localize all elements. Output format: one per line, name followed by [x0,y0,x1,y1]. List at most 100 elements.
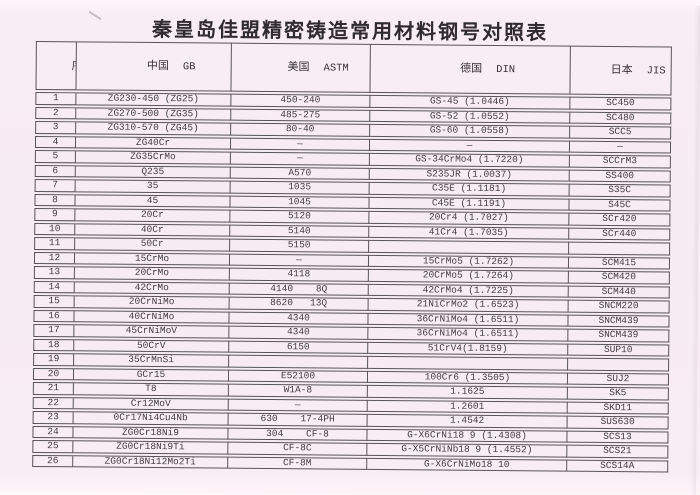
cell-china-gb: ZG0Cr18Ni9Ti [73,440,229,455]
cell-germany-din: GS-52 (1.0552) [370,109,571,124]
cell-japan-jis: SCC5 [570,125,672,140]
cell-seq: 12 [33,251,76,265]
cell-japan-jis: SCM420 [568,270,670,285]
cell-usa-astm: E52100 [228,369,369,383]
cell-china-gb: 50Cr [75,237,231,252]
cell-china-gb: 20Cr [75,208,231,223]
cell-china-gb: 45 [75,193,231,208]
cell-germany-din: 100Cr6 (1.3505) [367,370,569,385]
cell-germany-din: 21NiCrMo2 (1.6523) [368,297,569,313]
cell-china-gb: 20CrNiMo [74,295,230,310]
cell-usa-astm: A570 [230,166,370,180]
cell-japan-jis: SCM440 [568,285,670,299]
cell-germany-din: C45E (1.1191) [369,196,570,211]
cell-japan-jis: S45C [569,198,671,212]
cell-germany-din: G-X6CrNiMo18 10 [367,457,568,472]
cell-seq: 19 [33,352,75,366]
cell-germany-din: GS-34CrMo4 (1.7220) [369,152,570,168]
cell-seq: 8 [34,193,76,207]
cell-japan-jis: S35C [569,183,671,198]
table-body: 1 ZG230-450 (ZG25) 450-240 GS-45 (1.0446) SC… [32,91,672,473]
header-label: 中国 [146,58,169,73]
cell-japan-jis [569,241,671,256]
cell-usa-astm: 80-40 [231,122,371,137]
cell-china-gb: Cr12MoV [73,396,229,411]
cell-japan-jis: SCS14A [567,459,669,473]
cell-germany-din [369,239,570,255]
cell-usa-astm: 1035 [230,180,370,195]
cell-usa-astm: 4340 [229,325,369,340]
cell-china-gb: ZG0Cr18Ni12Mo2Ti [73,454,229,469]
cell-germany-din: 1.4542 [367,413,568,429]
cell-japan-jis: SS400 [569,169,671,183]
cell-seq: 10 [34,222,76,236]
scan-edge-shadow [689,5,700,495]
header-row: 序号 中国 GB 美国 ASTM 德国 DIN 日本 JIS [35,40,672,96]
column-header-japan-jis: 日本 JIS [570,45,672,96]
cell-china-gb: ZG310-570 (ZG45) [76,121,232,136]
cell-china-gb: ZG40Cr [75,135,232,150]
cell-germany-din [368,355,569,371]
cell-japan-jis: SCS21 [567,444,669,458]
cell-germany-din: GS-60 (1.0558) [370,123,571,139]
header-label: 美国 [287,60,310,74]
cell-seq: 22 [32,396,74,410]
cell-germany-din: G-X6CrNi18 9 (1.4308) [367,428,568,443]
cell-usa-astm: CF-8C [228,441,368,456]
cell-seq: 25 [32,439,74,453]
cell-seq: 4 [34,135,77,149]
cell-germany-din: GS-45 (1.0446) [370,94,571,110]
cell-seq: 14 [33,280,75,294]
header-label-standard: DIN [496,63,516,77]
cell-usa-astm: 1045 [230,195,370,209]
cell-usa-astm: 450-240 [231,93,371,108]
cell-usa-astm: — [228,398,368,412]
cell-japan-jis: SNCM439 [568,314,670,328]
cell-germany-din: 51CrV4(1.8159) [368,341,569,356]
cell-germany-din: — [369,138,571,153]
cell-seq: 6 [34,164,76,178]
cell-japan-jis: SCr440 [569,227,671,241]
cell-usa-astm: — [230,137,371,151]
cell-japan-jis: SNCM220 [568,299,670,314]
cell-germany-din: 41Cr4 (1.7035) [369,225,570,240]
cell-usa-astm: CF-8M [228,456,368,470]
cell-china-gb: 50CrV [74,338,230,353]
cell-china-gb: 45CrNiMoV [74,324,230,339]
cell-germany-din: 20Cr4 (1.7027) [369,210,570,226]
scan-edge-highlight [0,489,696,495]
cell-seq: 7 [34,178,76,192]
cell-china-gb: ZG35CrMo [75,150,231,165]
cell-japan-jis: SCr420 [569,212,671,227]
cell-seq: 9 [34,207,76,221]
cell-germany-din: G-X5CrNiNb18 9 (1.4552) [367,442,568,458]
cell-usa-astm: 4340 [229,311,369,325]
cell-china-gb: 40CrNiMo [74,309,230,324]
cell-germany-din: S235JR (1.0037) [369,167,570,182]
cell-japan-jis: SUS630 [567,415,669,430]
column-header-germany-din: 德国 DIN [370,43,571,95]
cell-usa-astm: 8620 13Q [229,296,369,311]
cell-japan-jis: SC450 [570,96,672,111]
header-label-standard: GB [182,61,196,74]
cell-seq: 21 [32,381,74,395]
cell-china-gb: GCr15 [73,367,230,382]
cell-japan-jis: SUP10 [568,343,670,357]
cell-usa-astm: 5140 [230,224,370,238]
cell-seq: 26 [32,454,74,468]
cell-china-gb: 15CrMo [74,251,231,266]
cell-seq: 11 [34,236,76,250]
cell-seq: 13 [33,265,75,279]
steel-grade-comparison-table: 序号 中国 GB 美国 ASTM 德国 DIN 日本 JIS 1 ZG230-450 (Z… [32,39,672,475]
cell-usa-astm: 630 17-4PH [228,412,368,427]
cell-seq: 23 [32,410,74,424]
cell-japan-jis: SUJ2 [567,372,670,386]
cell-japan-jis: SCM415 [568,256,671,270]
cell-china-gb: 0Cr17Ni4Cu4Nb [73,411,229,426]
cell-usa-astm: 485-275 [231,108,371,122]
cell-germany-din: 1.1625 [367,384,568,400]
cell-seq: 20 [32,367,75,381]
header-label: 日本 [610,62,633,77]
cell-germany-din: 15CrMo5 (1.7262) [368,254,570,269]
